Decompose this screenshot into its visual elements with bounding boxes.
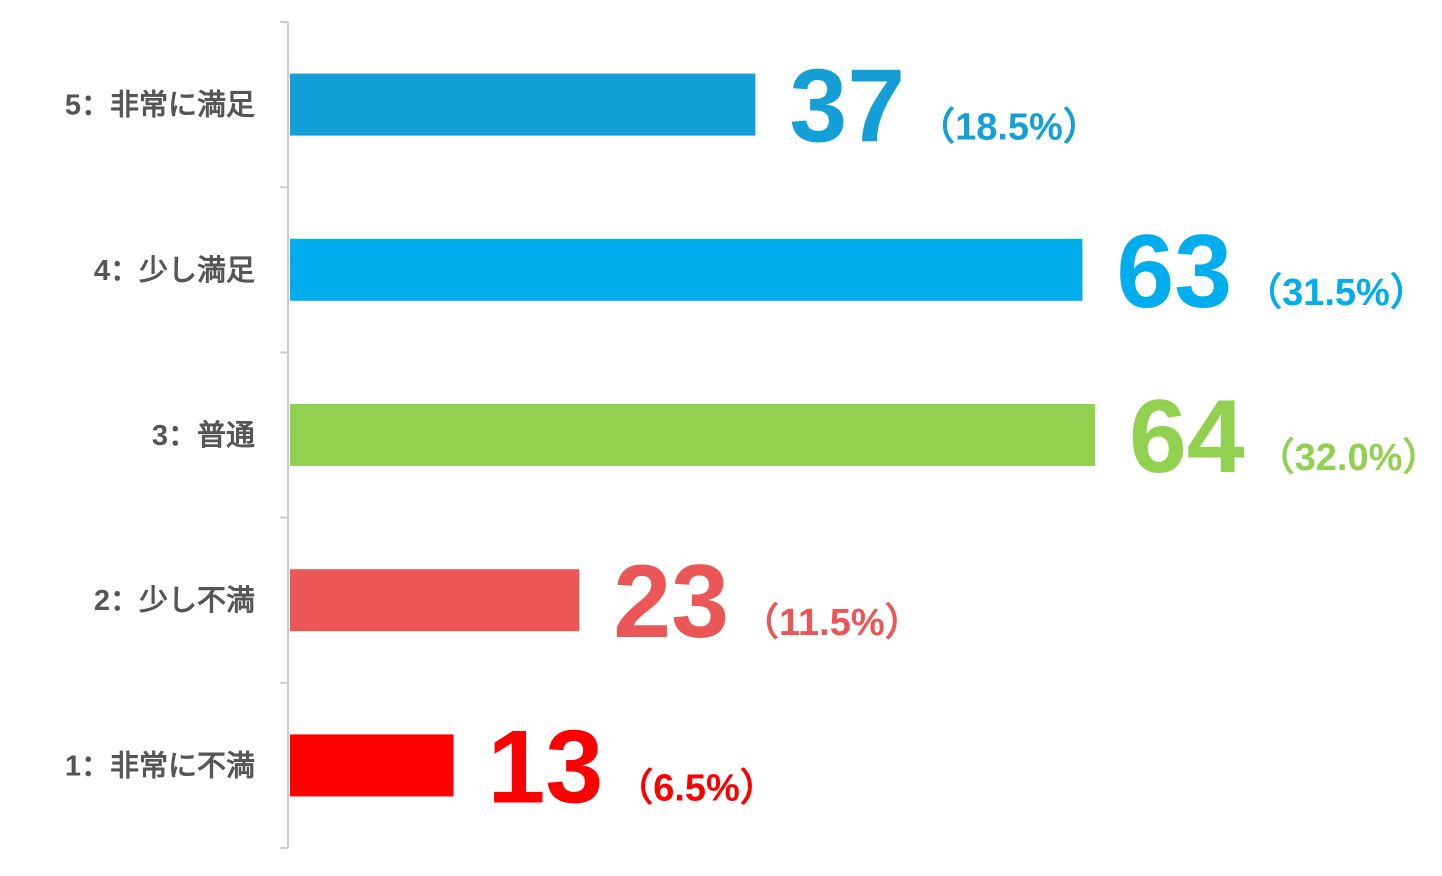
category-label: 3：普通 <box>152 419 255 452</box>
bar <box>290 238 1083 301</box>
bar <box>290 73 756 136</box>
bar <box>290 404 1095 466</box>
category-label: 2：少し不満 <box>94 584 255 617</box>
percent-label: （32.0%） <box>1257 437 1441 479</box>
percent-label: （11.5%） <box>741 602 923 644</box>
category-label: 5：非常に満足 <box>65 89 255 122</box>
bar <box>290 569 580 632</box>
percent-label: （18.5%） <box>917 107 1101 149</box>
bar <box>290 734 454 797</box>
percent-label: （31.5%） <box>1244 272 1428 314</box>
value-label: 63 <box>1116 214 1232 330</box>
value-label: 13 <box>488 709 604 825</box>
percent-label: （6.5%） <box>615 767 778 809</box>
category-label: 1：非常に不満 <box>65 749 255 782</box>
value-label: 23 <box>613 544 729 660</box>
value-label: 64 <box>1129 379 1245 495</box>
category-label: 4：少し満足 <box>94 254 255 287</box>
value-label: 37 <box>789 49 905 165</box>
